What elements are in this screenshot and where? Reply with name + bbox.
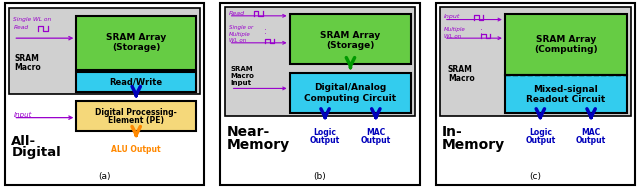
Text: WL on: WL on — [228, 39, 246, 43]
Text: Readout Circuit: Readout Circuit — [526, 96, 605, 105]
Text: Digital: Digital — [12, 146, 61, 159]
Text: SRAM: SRAM — [230, 66, 253, 72]
FancyBboxPatch shape — [505, 75, 627, 113]
Text: Macro: Macro — [14, 63, 41, 71]
Text: Multiple: Multiple — [444, 27, 466, 32]
Text: In-: In- — [442, 125, 463, 139]
Text: SRAM: SRAM — [448, 65, 473, 74]
Text: Near-: Near- — [227, 125, 270, 139]
Text: Digital Processing-: Digital Processing- — [95, 108, 177, 117]
Text: WL on: WL on — [444, 34, 461, 39]
Text: Digital/Analog: Digital/Analog — [314, 83, 387, 92]
Text: (c): (c) — [529, 171, 541, 180]
FancyBboxPatch shape — [225, 7, 415, 116]
Text: Macro: Macro — [448, 74, 475, 83]
Text: Computing Circuit: Computing Circuit — [305, 94, 397, 103]
FancyBboxPatch shape — [221, 3, 419, 185]
FancyBboxPatch shape — [76, 16, 196, 70]
Text: Memory: Memory — [227, 138, 290, 152]
Text: Input: Input — [230, 80, 252, 86]
Text: (Computing): (Computing) — [534, 45, 598, 54]
Text: Output: Output — [361, 136, 391, 145]
Text: Output: Output — [576, 136, 606, 145]
Text: Output: Output — [525, 136, 556, 145]
Text: Read: Read — [228, 11, 244, 16]
Text: :: : — [480, 27, 483, 36]
Text: ALU Output: ALU Output — [111, 145, 161, 154]
Text: MAC: MAC — [582, 128, 601, 137]
Text: Read: Read — [13, 25, 28, 30]
FancyBboxPatch shape — [289, 73, 412, 113]
Text: (Storage): (Storage) — [326, 42, 374, 51]
Text: SRAM Array: SRAM Array — [536, 35, 596, 44]
Text: MAC: MAC — [366, 128, 385, 137]
Text: Macro: Macro — [230, 73, 255, 79]
Text: (a): (a) — [99, 171, 111, 180]
Text: Element (PE): Element (PE) — [108, 116, 164, 125]
Text: Multiple: Multiple — [228, 32, 250, 37]
FancyBboxPatch shape — [76, 102, 196, 131]
Text: Logic: Logic — [314, 128, 337, 137]
Text: All-: All- — [12, 135, 36, 148]
Text: Single WL on: Single WL on — [13, 17, 52, 22]
Text: Input: Input — [13, 112, 32, 118]
Text: Output: Output — [310, 136, 340, 145]
Text: :: : — [264, 27, 266, 36]
Text: (b): (b) — [314, 171, 326, 180]
FancyBboxPatch shape — [505, 14, 627, 75]
Text: SRAM: SRAM — [14, 54, 39, 63]
FancyBboxPatch shape — [440, 7, 630, 116]
Text: Memory: Memory — [442, 138, 505, 152]
FancyBboxPatch shape — [10, 8, 200, 94]
FancyBboxPatch shape — [289, 14, 412, 64]
Text: Logic: Logic — [529, 128, 552, 137]
Text: Read/Write: Read/Write — [109, 77, 163, 86]
Text: Mixed-signal: Mixed-signal — [533, 85, 598, 94]
Text: (Storage): (Storage) — [112, 43, 161, 52]
Text: SRAM Array: SRAM Array — [106, 33, 166, 42]
Text: SRAM Array: SRAM Array — [321, 31, 381, 40]
Text: Single or: Single or — [228, 25, 253, 30]
FancyBboxPatch shape — [5, 3, 204, 185]
Text: Input: Input — [444, 14, 460, 19]
FancyBboxPatch shape — [76, 72, 196, 92]
FancyBboxPatch shape — [436, 3, 635, 185]
